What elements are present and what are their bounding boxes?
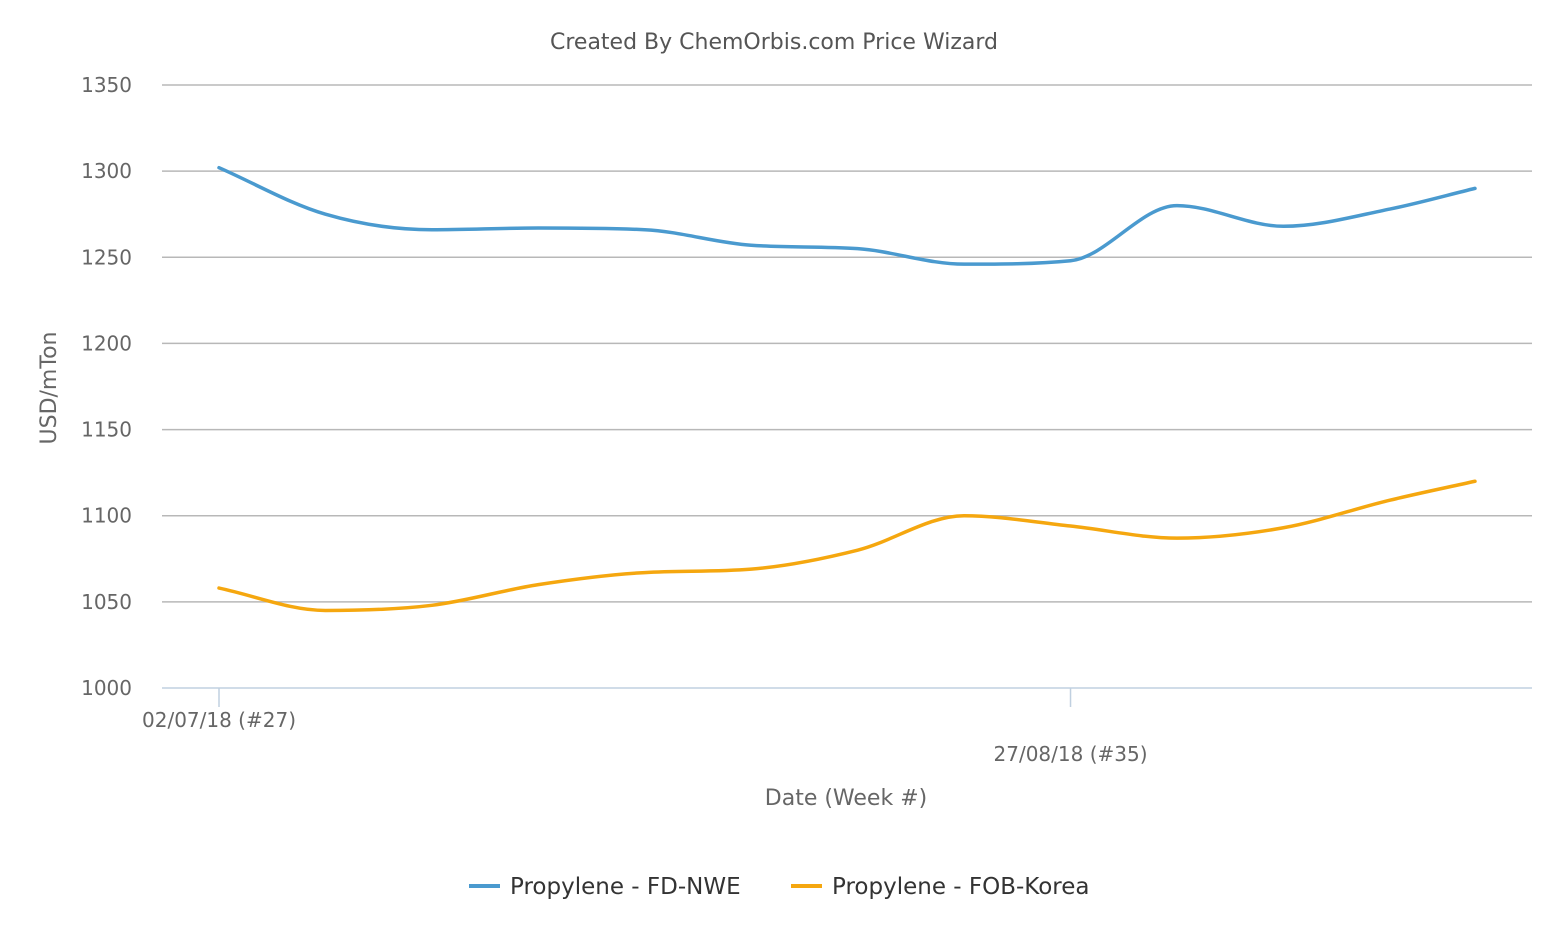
- x-tick-label: 02/07/18 (#27): [142, 708, 296, 732]
- y-tick-label: 1250: [81, 245, 132, 269]
- y-tick-label: 1150: [81, 418, 132, 442]
- y-tick-label: 1350: [81, 73, 132, 97]
- series-line-propylene-fob-korea: [217, 479, 1477, 613]
- grid-lines: [162, 84, 1532, 603]
- series-lines: [217, 165, 1477, 613]
- x-tick-label: 27/08/18 (#35): [994, 742, 1148, 766]
- chart-title: Created By ChemOrbis.com Price Wizard: [550, 30, 998, 55]
- y-tick-label: 1000: [81, 676, 132, 700]
- y-tick-label: 1050: [81, 590, 132, 614]
- series-line-propylene-fd-nwe: [217, 165, 1477, 266]
- legend-label: Propylene - FD-NWE: [510, 874, 741, 900]
- legend-label: Propylene - FOB-Korea: [832, 874, 1090, 900]
- legend: Propylene - FD-NWE Propylene - FOB-Korea: [469, 874, 1090, 900]
- legend-item-propylene-fd-nwe[interactable]: Propylene - FD-NWE: [469, 874, 741, 900]
- y-tick-label: 1300: [81, 159, 132, 183]
- y-tick-label: 1200: [81, 331, 132, 355]
- y-tick-label: 1100: [81, 504, 132, 528]
- y-axis-label: USD/mTon: [37, 332, 62, 445]
- x-axis-label: Date (Week #): [765, 786, 927, 811]
- y-axis-ticks: 1000 1050 1100 1150 1200 1250 1300 1350: [81, 73, 132, 700]
- x-axis: 02/07/18 (#27) 27/08/18 (#35): [142, 687, 1532, 766]
- legend-item-propylene-fob-korea[interactable]: Propylene - FOB-Korea: [791, 874, 1090, 900]
